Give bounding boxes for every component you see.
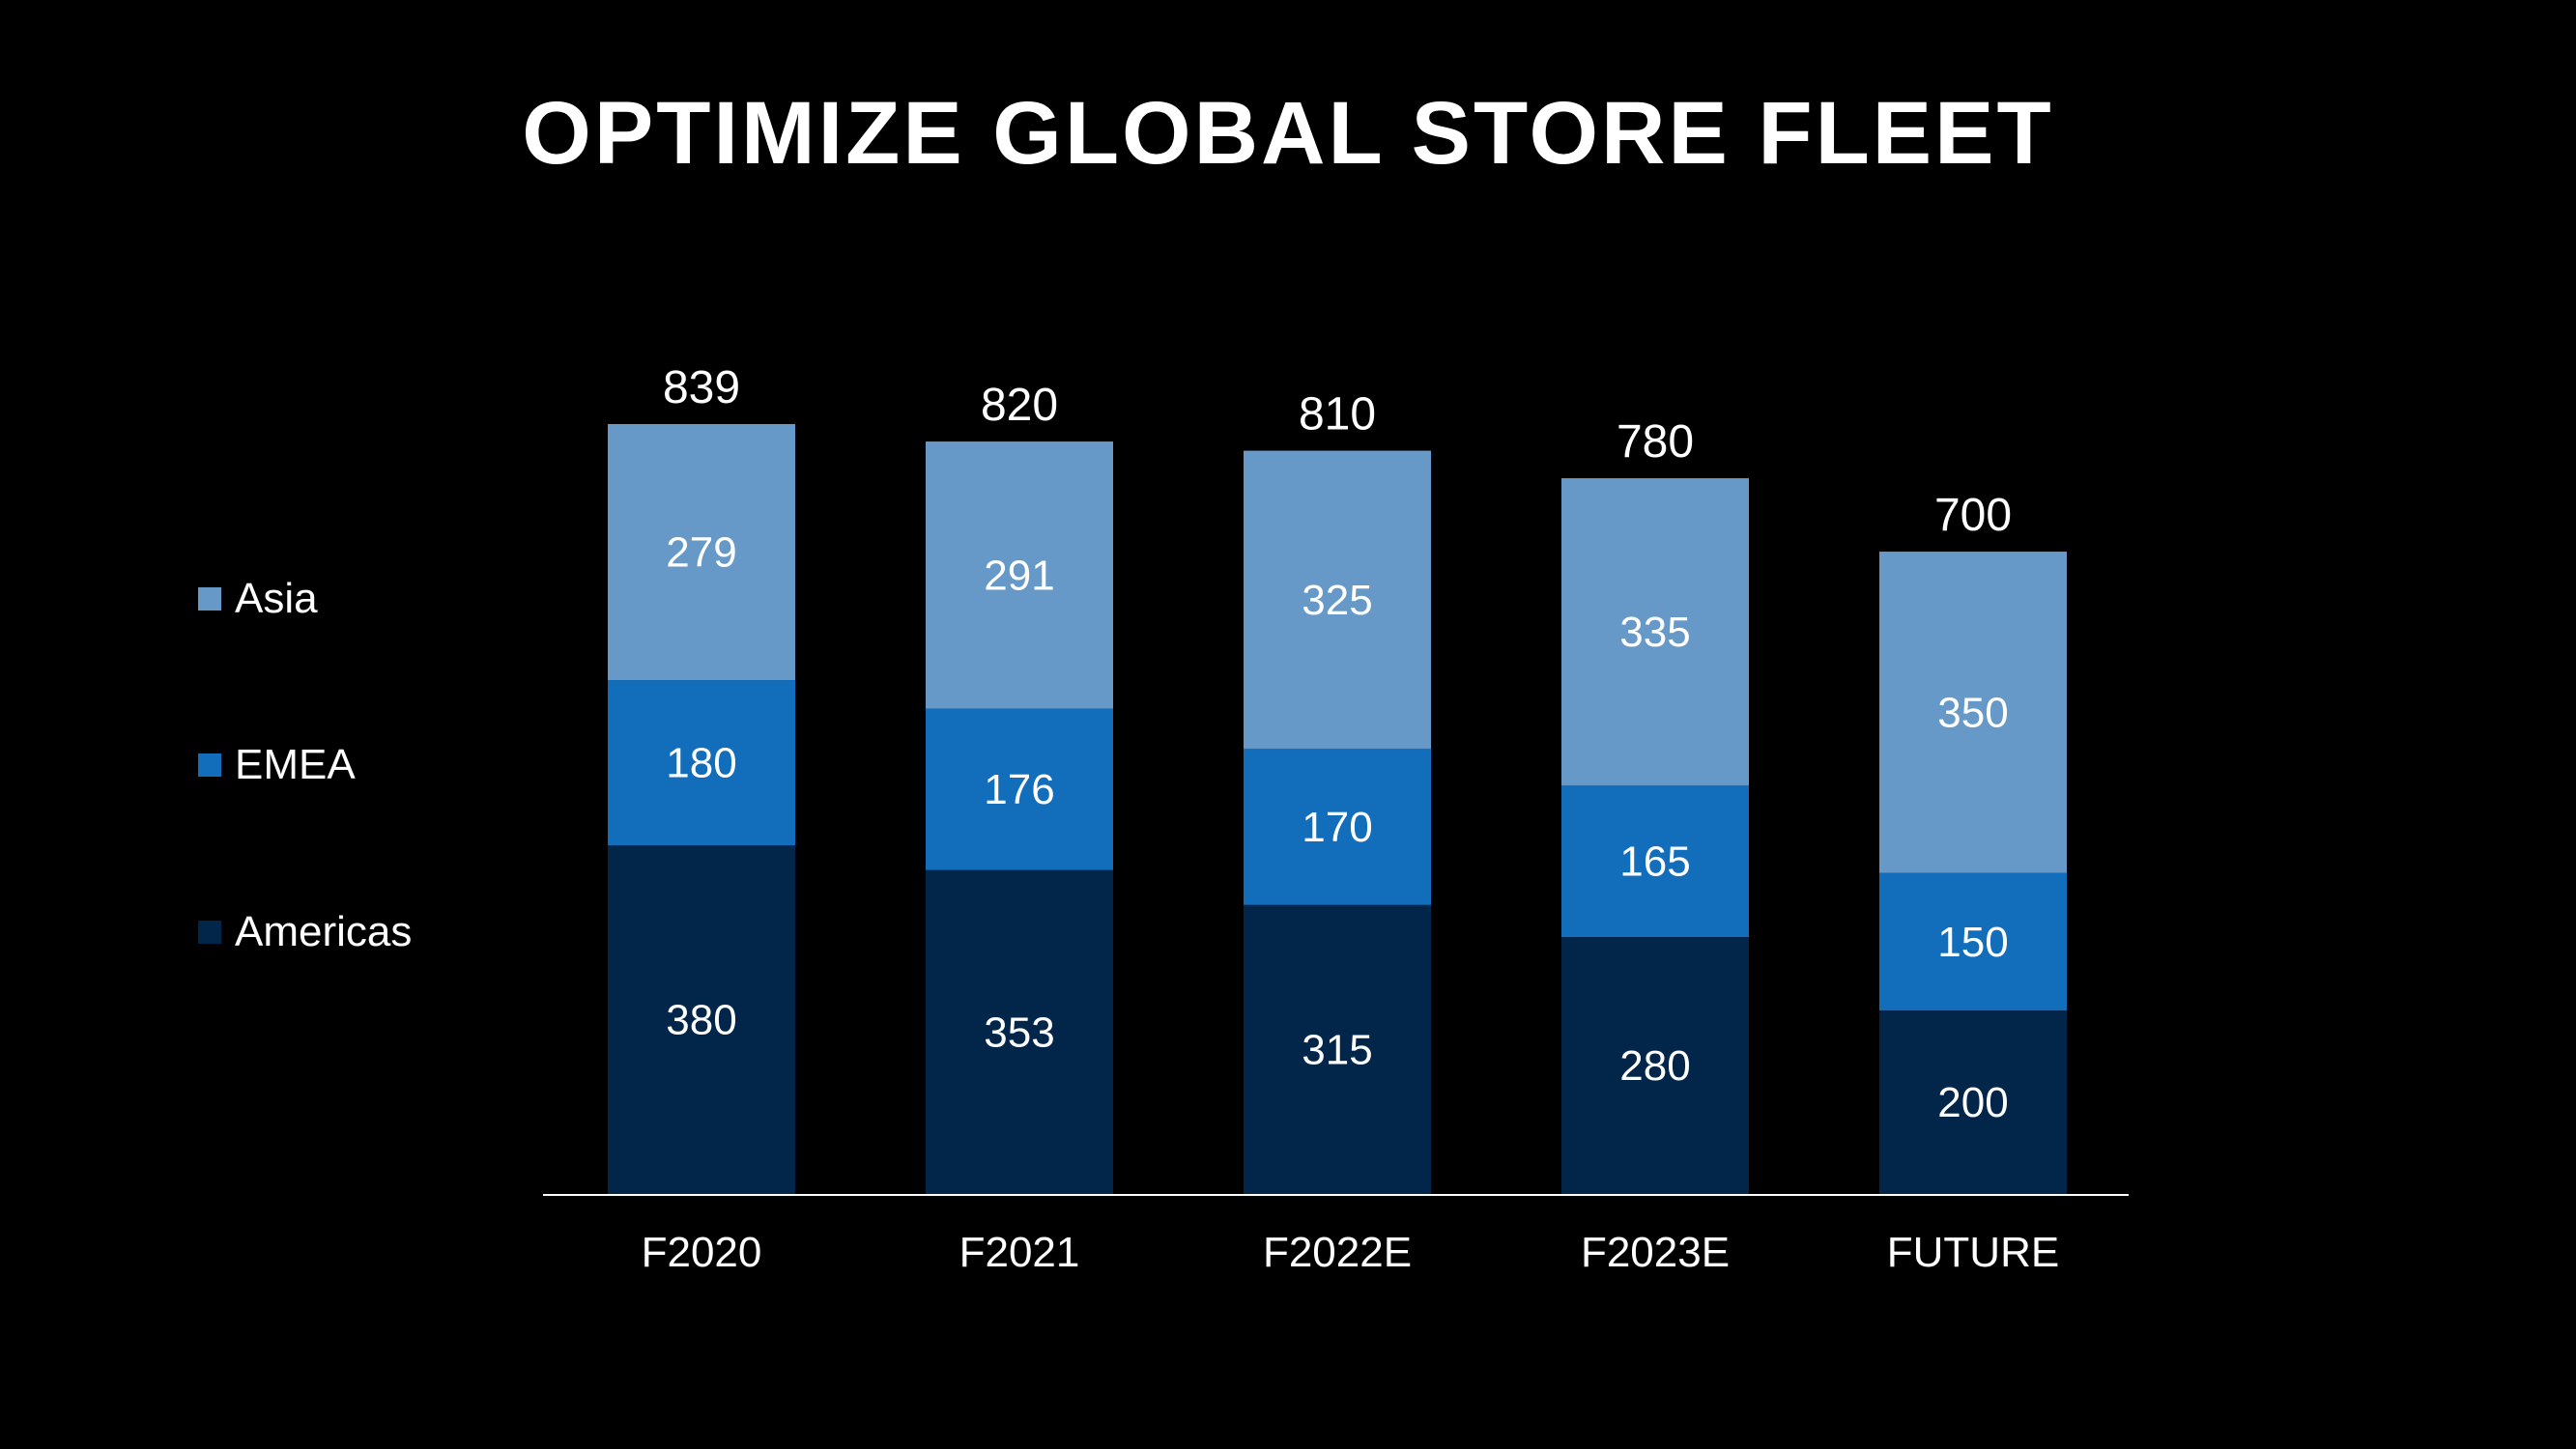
bar-segment-americas [1561, 937, 1749, 1194]
total-label: 700 [1934, 490, 2012, 541]
data-label: 279 [666, 529, 736, 577]
x-tick-label: F2021 [959, 1229, 1080, 1276]
x-tick-label: FUTURE [1887, 1229, 2059, 1276]
data-label: 280 [1619, 1042, 1690, 1090]
bar-segment-emea [1561, 785, 1749, 938]
legend-swatch [198, 921, 221, 944]
bar-segment-emea [926, 708, 1113, 870]
data-label: 350 [1937, 689, 2008, 736]
data-label: 180 [666, 740, 736, 787]
total-label: 780 [1617, 416, 1694, 468]
bar-segment-asia [608, 424, 795, 681]
bar-segment-americas [1244, 904, 1431, 1194]
bar-segment-asia [1561, 478, 1749, 786]
x-tick-label: F2020 [642, 1229, 762, 1276]
data-label: 170 [1302, 804, 1372, 851]
data-label: 165 [1619, 838, 1690, 886]
bar-segment-emea [608, 680, 795, 846]
x-tick-label: F2023E [1581, 1229, 1730, 1276]
data-label: 325 [1302, 577, 1372, 624]
data-label: 380 [666, 997, 736, 1044]
bar-segment-americas [608, 845, 795, 1194]
chart-title: OPTIMIZE GLOBAL STORE FLEET [522, 84, 2054, 183]
data-label: 200 [1937, 1079, 2008, 1126]
bar-segment-asia [1879, 552, 2067, 873]
data-label: 176 [984, 766, 1054, 813]
bar-segment-emea [1879, 872, 2067, 1011]
total-label: 820 [981, 380, 1058, 431]
legend-swatch [198, 753, 221, 777]
data-label: 353 [984, 1009, 1054, 1056]
data-label: 335 [1619, 609, 1690, 656]
legend-label: Asia [235, 575, 318, 622]
bar-segment-emea [1244, 749, 1431, 905]
total-label: 810 [1299, 389, 1376, 440]
legend-label: Americas [235, 908, 413, 955]
data-label: 291 [984, 552, 1054, 599]
bar-segment-americas [926, 869, 1113, 1194]
legend-label: EMEA [235, 741, 356, 788]
total-label: 839 [663, 362, 740, 413]
data-label: 150 [1937, 919, 2008, 966]
bar-segment-asia [1244, 450, 1431, 750]
data-label: 315 [1302, 1026, 1372, 1073]
bar-segment-asia [926, 441, 1113, 709]
x-tick-label: F2022E [1263, 1229, 1412, 1276]
bar-segment-americas [1879, 1010, 2067, 1194]
legend-swatch [198, 587, 221, 611]
